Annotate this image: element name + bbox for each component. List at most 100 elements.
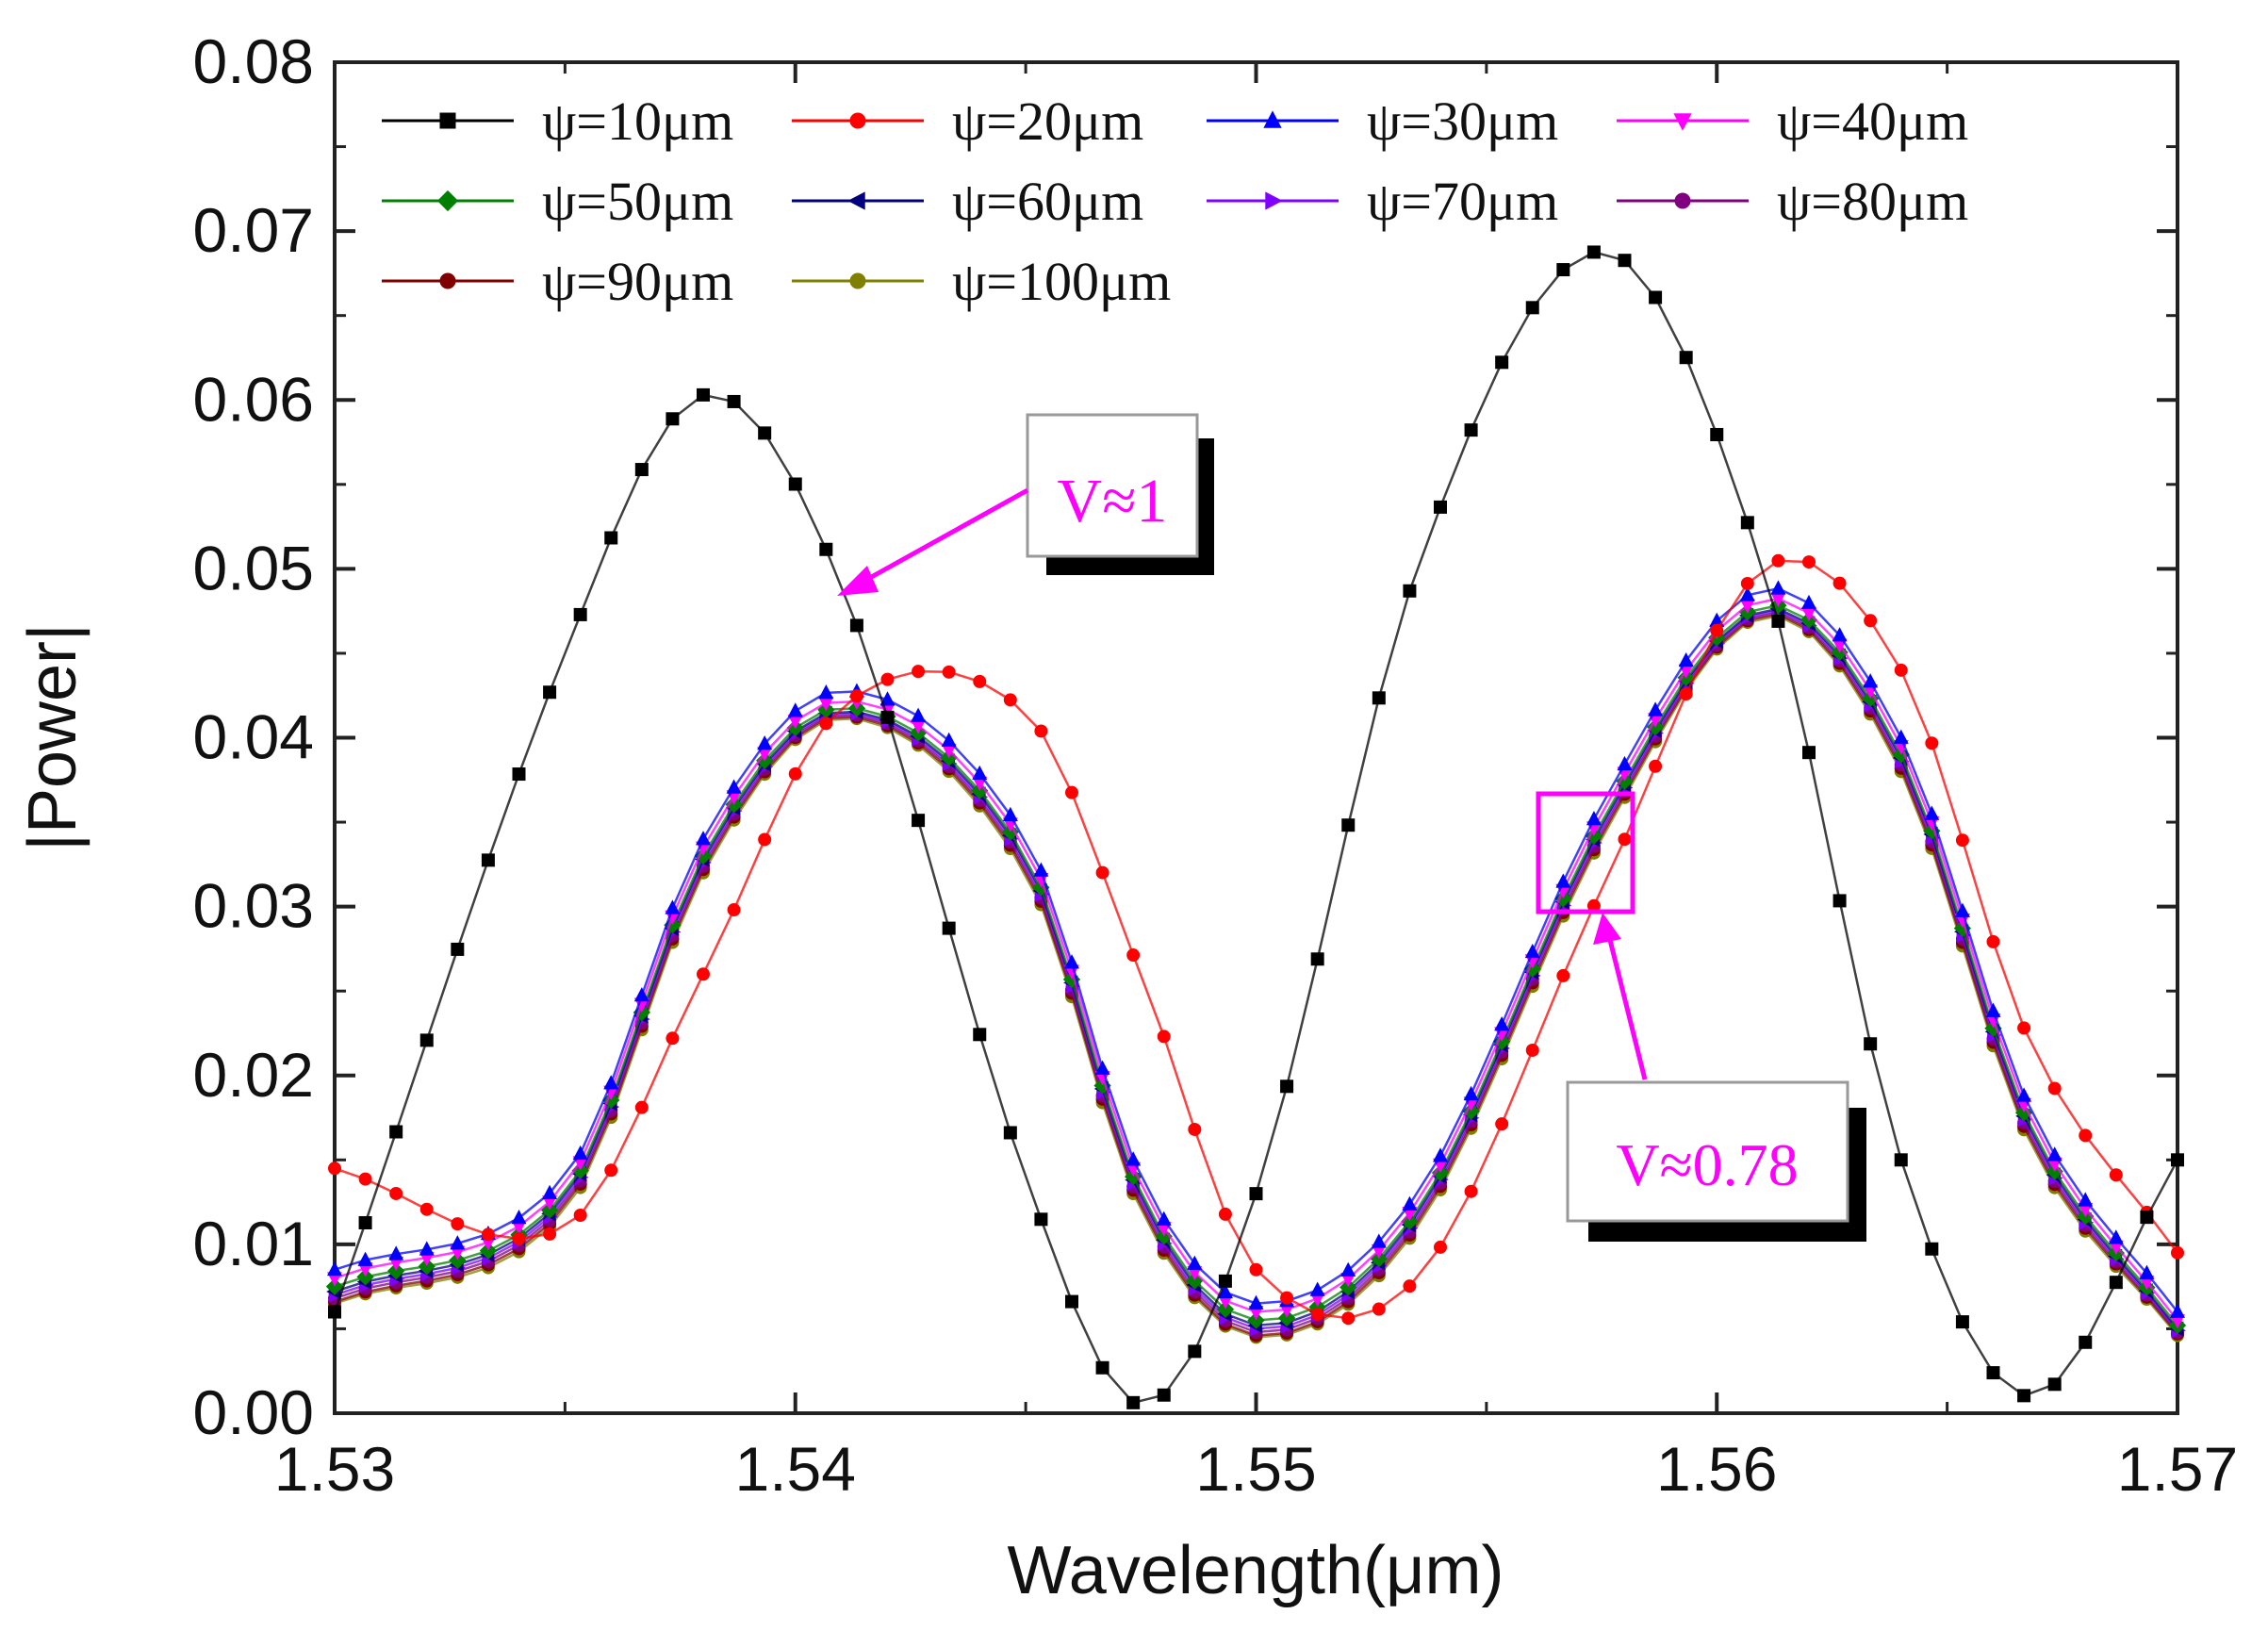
data-point: [849, 272, 866, 289]
data-point: [696, 831, 711, 846]
data-point: [1434, 1240, 1447, 1254]
data-point: [880, 672, 895, 686]
data-point: [1065, 1294, 1078, 1309]
data-point: [1372, 691, 1386, 705]
data-point: [849, 112, 866, 129]
series-3: [327, 580, 2185, 1318]
data-point: [1126, 1395, 1141, 1409]
data-point: [1125, 1167, 1142, 1186]
data-point: [1218, 1274, 1232, 1288]
annotation-v1: V≈1: [837, 413, 1214, 596]
data-point: [1679, 687, 1693, 701]
annotation-v1-box: [1026, 413, 1199, 558]
data-point: [1649, 290, 1663, 305]
data-point: [1802, 746, 1816, 760]
legend-label: ψ=10μm: [542, 91, 733, 152]
data-point: [2016, 1087, 2032, 1102]
data-point: [1586, 810, 1602, 826]
data-point: [511, 1209, 527, 1225]
data-point: [1771, 614, 1785, 628]
y-tick-label: 0.00: [193, 1377, 314, 1447]
data-point: [1955, 833, 1969, 848]
data-point: [451, 942, 465, 956]
data-point: [1372, 1302, 1386, 1316]
data-point: [1586, 245, 1601, 259]
legend-item-3: ψ=30μm: [1207, 91, 1558, 152]
data-point: [912, 814, 926, 828]
data-point: [418, 1258, 436, 1276]
data-point: [481, 853, 495, 867]
data-point: [1309, 1281, 1325, 1296]
data-point: [1034, 724, 1048, 738]
data-point: [1249, 1187, 1263, 1201]
annotation-v078-arrowhead: [1593, 913, 1621, 945]
data-point: [1495, 1117, 1509, 1131]
data-point: [328, 1161, 341, 1176]
data-point: [697, 967, 710, 981]
data-point: [573, 1208, 587, 1222]
data-point: [1280, 1079, 1294, 1094]
data-point: [1832, 576, 1847, 590]
data-point: [1801, 594, 1816, 610]
data-point: [2109, 1168, 2123, 1182]
data-point: [1434, 500, 1447, 514]
data-point: [911, 707, 927, 722]
data-point: [973, 674, 987, 688]
data-point: [1464, 423, 1478, 437]
data-point: [1002, 806, 1018, 821]
data-point: [325, 1277, 344, 1295]
data-point: [941, 732, 957, 748]
data-point: [1188, 1122, 1202, 1136]
data-point: [481, 1227, 495, 1242]
data-point: [1340, 1261, 1356, 1277]
legend-label: ψ=80μm: [1777, 171, 1968, 232]
data-point: [572, 1145, 588, 1161]
x-axis-label: Wavelength(μm): [1008, 1533, 1504, 1608]
data-point: [1433, 1147, 1448, 1162]
data-point: [2047, 1377, 2062, 1392]
data-point: [879, 691, 896, 706]
annotation-v078-marker-box: [1536, 791, 1635, 914]
data-point: [1585, 827, 1603, 845]
data-point: [356, 1268, 374, 1286]
data-point: [912, 665, 926, 679]
data-point: [1157, 1030, 1171, 1044]
data-point: [604, 531, 618, 545]
data-point: [757, 734, 773, 750]
data-point: [450, 1235, 466, 1250]
data-point: [1310, 1308, 1324, 1322]
data-point: [788, 766, 802, 781]
data-point: [419, 1241, 435, 1256]
data-point: [1925, 736, 1939, 750]
data-point: [819, 542, 833, 556]
data-point: [512, 1231, 526, 1245]
legend-label: ψ=100μm: [952, 251, 1171, 312]
data-point: [1431, 1163, 1450, 1182]
data-point: [388, 1245, 404, 1260]
y-tick-label: 0.02: [193, 1040, 314, 1110]
data-point: [2140, 1211, 2154, 1225]
data-point: [942, 921, 956, 935]
data-point: [1156, 1211, 1172, 1226]
data-point: [1003, 1126, 1017, 1140]
data-point: [1832, 627, 1848, 642]
data-point: [1065, 785, 1078, 799]
data-point: [512, 767, 526, 782]
data-point: [1771, 553, 1785, 568]
data-point: [573, 607, 587, 621]
data-point: [1402, 1195, 1418, 1211]
legend-item-6: ψ=60μm: [792, 171, 1143, 232]
data-point: [2047, 1081, 2062, 1096]
data-point: [449, 1251, 467, 1270]
legend-item-4: ψ=40μm: [1617, 91, 1968, 152]
data-point: [2171, 1153, 2184, 1167]
legend: ψ=10μm ψ=20μm ψ=30μm ψ=40μm ψ=50μm ψ=60μm ψ=70…: [382, 91, 1968, 312]
data-point: [2017, 1389, 2031, 1403]
data-point: [389, 1186, 403, 1200]
data-point: [1673, 113, 1692, 131]
data-point: [1893, 729, 1909, 744]
data-point: [1710, 623, 1724, 637]
legend-label: ψ=60μm: [952, 171, 1143, 232]
data-point: [439, 272, 456, 289]
data-point: [2078, 1192, 2094, 1207]
